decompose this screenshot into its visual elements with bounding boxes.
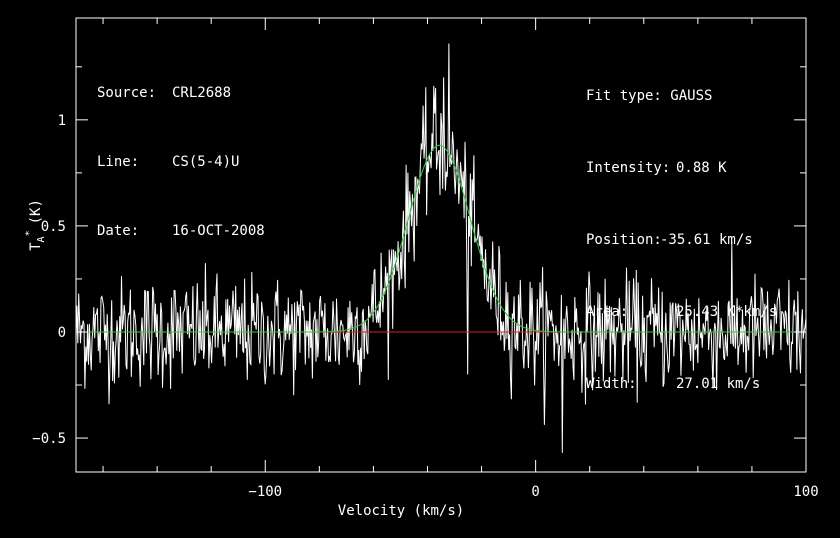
fit-info: Fit type: GAUSS Intensity: 0.88 K Positio… — [586, 36, 777, 420]
x-tick-label: 100 — [793, 484, 818, 500]
fit-type-key: Fit type: — [586, 88, 662, 104]
y-label-sup: * — [24, 230, 35, 236]
y-label-main: T — [28, 242, 44, 251]
spectrum-trace — [75, 43, 807, 453]
spectrum-layer — [75, 43, 807, 453]
area-value: 25.43 K*km/s — [676, 304, 778, 320]
y-label-sub: A — [36, 236, 47, 242]
width-row: Width: 27.01 km/s — [586, 372, 777, 396]
width-key: Width: — [586, 376, 637, 392]
source-row: Source: CRL2688 — [97, 82, 265, 105]
source-value: CRL2688 — [172, 85, 232, 101]
line-row: Line: CS(5-4)U — [97, 151, 265, 174]
date-row: Date: 16-OCT-2008 — [97, 220, 265, 243]
line-value: CS(5-4)U — [172, 154, 240, 170]
date-key: Date: — [97, 223, 140, 239]
y-label-unit: (K) — [28, 199, 44, 224]
x-tick-label: −100 — [248, 484, 282, 500]
y-axis-label: TA* (K) — [24, 199, 47, 251]
width-value: 27.01 km/s — [676, 376, 761, 392]
x-tick-label: 0 — [531, 484, 539, 500]
position-value: -35.61 km/s — [660, 232, 753, 248]
position-key: Position: — [586, 232, 662, 248]
date-value: 16-OCT-2008 — [172, 223, 265, 239]
y-tick-label: 1 — [58, 113, 66, 129]
y-tick-label: −0.5 — [32, 431, 66, 447]
line-key: Line: — [97, 154, 140, 170]
svg-text:TA*(K): TA* (K) — [24, 199, 47, 251]
header-info: Source: CRL2688 Line: CS(5-4)U Date: 16-OCT… — [97, 36, 265, 266]
plot-frame — [75, 17, 807, 473]
y-tick-label: 0.5 — [41, 219, 66, 235]
intensity-key: Intensity: — [586, 160, 671, 176]
gaussian-fit-curve — [76, 144, 806, 333]
y-tick-label: 0 — [58, 325, 66, 341]
area-key: Area: — [586, 304, 629, 320]
x-axis-label: Velocity (km/s) — [338, 503, 464, 519]
fit-type-value: GAUSS — [670, 88, 713, 104]
intensity-value: 0.88 K — [676, 160, 727, 176]
fit-type-row: Fit type: GAUSS — [586, 84, 777, 108]
intensity-row: Intensity: 0.88 K — [586, 156, 777, 180]
area-row: Area: 25.43 K*km/s — [586, 300, 777, 324]
source-key: Source: — [97, 85, 157, 101]
position-row: Position:-35.61 km/s — [586, 228, 777, 252]
axis-ticks: −100 0 100 −0.5 0 0.5 1 — [32, 18, 819, 500]
